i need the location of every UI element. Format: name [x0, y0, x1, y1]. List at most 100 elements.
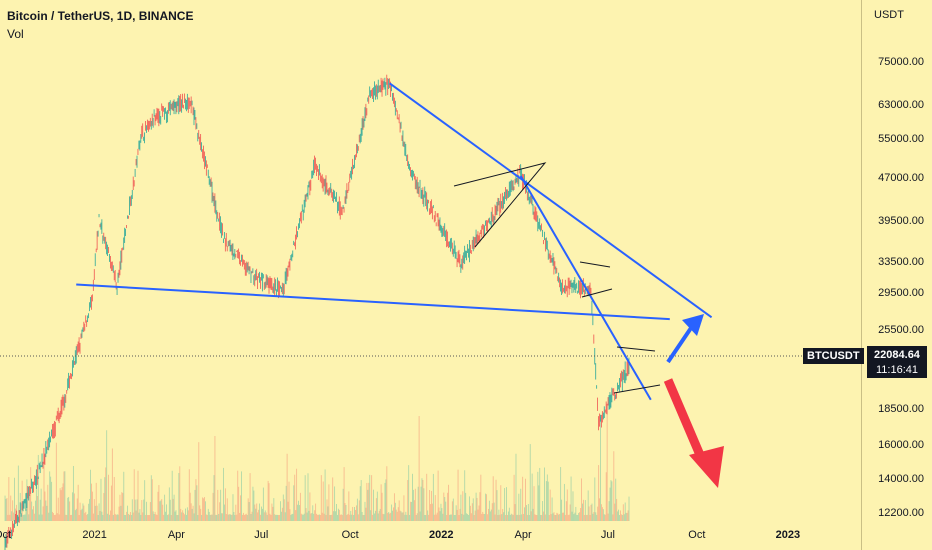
volume-bar — [579, 512, 581, 521]
volume-bar — [188, 469, 190, 521]
volume-bar — [157, 491, 159, 521]
volume-bar — [148, 514, 149, 521]
volume-bar — [443, 492, 445, 521]
volume-bar — [60, 490, 62, 521]
volume-bar — [606, 414, 608, 521]
volume-bar — [196, 485, 198, 521]
arrow-down-head — [689, 446, 724, 488]
volume-bar — [565, 501, 567, 521]
volume-bar — [240, 495, 242, 521]
volume-bar — [576, 514, 578, 521]
time-tick: Jul — [254, 529, 269, 541]
volume-bar — [318, 514, 320, 521]
price-chart[interactable] — [0, 0, 861, 550]
volume-bar — [299, 492, 301, 521]
volume-bar — [493, 502, 495, 521]
volume-bar — [400, 511, 402, 521]
volume-bar — [46, 505, 48, 521]
volume-bar — [65, 514, 67, 521]
volume-bar — [85, 511, 87, 521]
volume-bar — [380, 484, 382, 521]
volume-bar — [66, 514, 68, 521]
flag-lower-line — [581, 288, 613, 298]
volume-bar — [33, 506, 34, 521]
price-tick: 33500.00 — [878, 255, 924, 268]
volume-bar — [89, 498, 91, 521]
price-tick: 16000.00 — [878, 439, 924, 452]
volume-bar — [113, 476, 115, 521]
volume-bar — [297, 504, 299, 521]
volume-bar — [166, 514, 168, 521]
volume-bar — [59, 488, 61, 521]
volume-bar — [581, 478, 582, 521]
volume-bar — [269, 513, 271, 521]
volume-bar — [301, 514, 303, 521]
candlesticks — [4, 74, 630, 550]
arrow-up-shaft — [666, 326, 693, 364]
volume-bar — [544, 467, 545, 521]
volume-bar — [175, 510, 177, 521]
volume-bar — [299, 505, 300, 521]
volume-bar — [573, 514, 575, 521]
volume-bar — [375, 498, 377, 521]
volume-bar — [69, 501, 71, 521]
volume-bar — [238, 486, 240, 521]
volume-bar — [103, 493, 105, 521]
drawings[interactable] — [76, 82, 724, 488]
volume-bar — [403, 495, 405, 521]
volume-bar — [373, 489, 374, 521]
arrow-up-head — [682, 314, 704, 336]
volume-bar — [138, 512, 140, 521]
volume-bar — [331, 514, 333, 521]
volume-bar — [541, 514, 543, 521]
volume-bar — [425, 514, 427, 521]
volume-bar — [615, 478, 617, 521]
volume-bar — [370, 510, 372, 521]
volume-bar — [543, 511, 544, 521]
volume-bar — [30, 467, 32, 521]
volume-bar — [593, 511, 595, 521]
volume-bar — [471, 503, 473, 521]
volume-bar — [622, 504, 624, 521]
volume-bar — [598, 465, 600, 521]
volume-bar — [153, 514, 155, 521]
volume-bar — [401, 512, 403, 521]
volume-bar — [612, 514, 614, 521]
volume-bar — [614, 503, 616, 521]
volume-bar — [618, 509, 620, 521]
volume-bar — [368, 482, 370, 521]
volume-bar — [133, 469, 135, 521]
volume-bar — [353, 514, 355, 521]
volume-bar — [532, 508, 534, 521]
volume-bar — [217, 489, 219, 521]
volume-bar — [115, 514, 117, 521]
volume-bar — [600, 417, 601, 521]
volume-bar — [402, 512, 404, 521]
volume-bar — [512, 514, 514, 521]
volume-bar — [366, 482, 368, 521]
volume-bar — [264, 510, 266, 521]
volume-bar — [397, 507, 399, 521]
volume-bar — [237, 470, 239, 521]
volume-bar — [172, 498, 174, 521]
volume-bar — [586, 514, 588, 521]
price-axis[interactable] — [861, 0, 932, 550]
volume-bar — [108, 474, 110, 521]
volume-bar — [312, 505, 314, 521]
volume-bar — [37, 454, 39, 521]
volume-bar — [506, 514, 508, 521]
volume-bar — [167, 514, 169, 521]
volume-bar — [111, 448, 113, 521]
volume-bar — [451, 501, 453, 521]
volume-bar — [209, 515, 211, 521]
volume-bar — [318, 514, 319, 521]
volume-bar — [583, 514, 585, 521]
volume-bar — [273, 498, 275, 521]
volume-bar — [560, 467, 562, 521]
volume-bar — [392, 510, 393, 521]
volume-bar — [78, 514, 80, 521]
volume-bar — [342, 488, 344, 521]
volume-bar — [314, 510, 316, 521]
volume-bar — [120, 505, 122, 521]
